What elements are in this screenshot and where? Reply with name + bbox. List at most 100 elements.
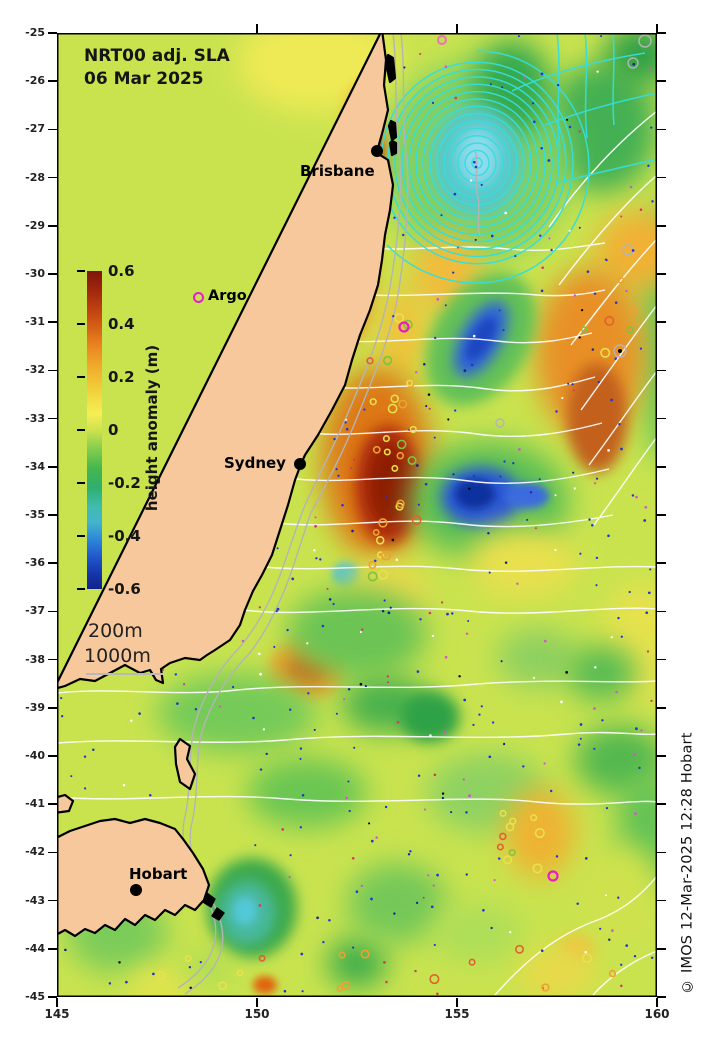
lat-tick bbox=[48, 176, 57, 179]
lat-tick-right bbox=[657, 755, 666, 757]
lat-tick-label: -38 bbox=[25, 652, 45, 666]
map-canvas bbox=[57, 33, 657, 997]
lat-tick-label: -44 bbox=[25, 941, 45, 955]
lat-tick bbox=[48, 899, 57, 902]
colorbar-tick-label: 0.2 bbox=[108, 368, 135, 386]
lon-tick bbox=[656, 998, 658, 1007]
city-dot-brisbane bbox=[371, 145, 383, 157]
island-fraser bbox=[384, 53, 397, 84]
lat-tick bbox=[48, 32, 57, 34]
lat-tick-label: -28 bbox=[25, 170, 45, 184]
observation-dots bbox=[60, 35, 654, 996]
city-dot-sydney bbox=[294, 458, 306, 470]
lat-tick-right bbox=[657, 707, 666, 709]
lat-tick-right bbox=[657, 80, 666, 82]
city-dot-hobart bbox=[130, 884, 142, 896]
lat-tick bbox=[48, 658, 57, 661]
lat-tick bbox=[48, 996, 57, 998]
land-mainland bbox=[57, 33, 395, 690]
colorbar bbox=[87, 271, 102, 589]
lat-tick-label: -32 bbox=[25, 363, 45, 377]
lat-tick bbox=[48, 707, 57, 709]
colorbar-tick bbox=[77, 588, 85, 590]
lat-tick bbox=[48, 417, 57, 420]
legend-1000m: 1000m bbox=[84, 645, 151, 667]
lon-tick-label: 155 bbox=[444, 1007, 470, 1021]
lat-tick-label: -39 bbox=[25, 700, 45, 714]
argo-float-markers bbox=[398, 34, 559, 882]
lat-tick-right bbox=[657, 658, 666, 661]
land-tasmania bbox=[57, 817, 211, 938]
lat-tick-right bbox=[657, 176, 666, 179]
lat-tick-right bbox=[657, 803, 666, 805]
lat-tick-right bbox=[657, 273, 666, 275]
legend-1000m-line bbox=[86, 673, 163, 675]
lat-tick-right bbox=[657, 948, 666, 950]
lat-tick-label: -30 bbox=[25, 267, 45, 280]
lat-tick bbox=[48, 562, 57, 564]
colorbar-axis-label: height anomaly (m) bbox=[143, 344, 161, 512]
lon-tick-top bbox=[256, 24, 258, 33]
lat-tick bbox=[48, 225, 57, 227]
lord-howe-island bbox=[618, 349, 622, 353]
lat-tick bbox=[48, 514, 57, 516]
lat-tick-label: -31 bbox=[25, 315, 45, 329]
island-flinders bbox=[173, 737, 197, 791]
lat-tick-label: -43 bbox=[25, 893, 45, 907]
lat-tick-right bbox=[657, 466, 666, 468]
colorbar-tick-label: -0.4 bbox=[108, 527, 141, 545]
lat-tick-label: -27 bbox=[25, 122, 45, 136]
lon-tick-top bbox=[656, 24, 658, 33]
lat-tick bbox=[48, 80, 57, 82]
lat-tick bbox=[48, 610, 57, 613]
lat-tick bbox=[48, 273, 57, 275]
lat-tick bbox=[48, 851, 57, 854]
lat-tick-label: -29 bbox=[25, 218, 45, 232]
map-date: 06 Mar 2025 bbox=[84, 69, 204, 89]
island-moreton bbox=[387, 119, 398, 142]
lat-tick-label: -41 bbox=[25, 797, 45, 811]
lat-tick bbox=[48, 755, 57, 757]
lat-tick-label: -26 bbox=[25, 74, 45, 88]
lat-tick-label: -34 bbox=[25, 459, 45, 473]
lat-tick-right bbox=[657, 32, 666, 34]
lat-tick-right bbox=[657, 369, 666, 372]
lat-tick-label: -35 bbox=[25, 508, 45, 521]
colorbar-tick-label: 0.4 bbox=[108, 315, 135, 333]
legend-200m: 200m bbox=[88, 620, 143, 642]
lat-tick bbox=[48, 128, 57, 131]
colorbar-tick-label: 0 bbox=[108, 421, 119, 439]
colorbar-tick bbox=[77, 535, 85, 537]
city-label-sydney: Sydney bbox=[224, 454, 286, 472]
island-stradbroke bbox=[388, 139, 398, 157]
colorbar-tick bbox=[77, 429, 85, 431]
colorbar-tick bbox=[77, 376, 85, 378]
city-label-brisbane: Brisbane bbox=[300, 162, 375, 180]
lat-tick bbox=[48, 948, 57, 950]
credit-text: © IMOS 12-Mar-2025 12:28 Hobart bbox=[679, 732, 696, 994]
lat-tick-right bbox=[657, 128, 666, 131]
lon-tick bbox=[56, 998, 58, 1007]
altimeter-ring-markers bbox=[156, 276, 638, 992]
lat-tick-right bbox=[657, 321, 666, 323]
ssh-contours bbox=[57, 110, 657, 996]
lat-tick-right bbox=[657, 514, 666, 516]
lat-tick-right bbox=[657, 851, 666, 854]
map-title: NRT00 adj. SLA bbox=[84, 46, 230, 66]
lon-tick bbox=[256, 998, 258, 1007]
lat-tick-right bbox=[657, 225, 666, 227]
map-title-block: NRT00 adj. SLA 06 Mar 2025 bbox=[84, 45, 230, 91]
lat-tick-label: -37 bbox=[25, 604, 45, 618]
colorbar-tick-label: -0.6 bbox=[108, 580, 141, 598]
lat-tick-label: -25 bbox=[25, 26, 45, 39]
lat-tick bbox=[48, 369, 57, 372]
lat-tick-label: -40 bbox=[25, 749, 45, 762]
city-label-hobart: Hobart bbox=[129, 865, 188, 883]
island-king bbox=[57, 793, 75, 814]
lat-tick-right bbox=[657, 899, 666, 902]
lat-tick-label: -33 bbox=[25, 411, 45, 425]
lat-tick-right bbox=[657, 562, 666, 564]
colorbar-tick bbox=[77, 482, 85, 484]
lat-tick bbox=[48, 466, 57, 468]
